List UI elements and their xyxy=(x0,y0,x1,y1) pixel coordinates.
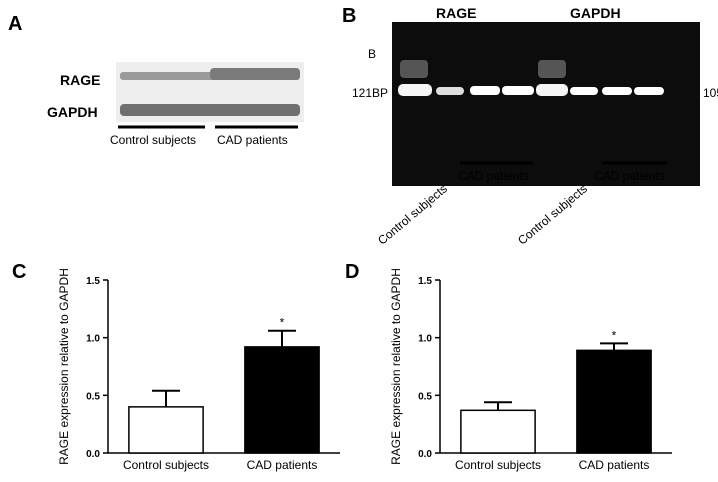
bar xyxy=(128,406,204,454)
panel-label: D xyxy=(345,261,359,283)
bar xyxy=(576,349,652,454)
y-tick-label: 1.5 xyxy=(86,276,100,287)
annotation: * xyxy=(612,328,617,342)
y-tick-label: 0.0 xyxy=(86,449,100,460)
gene-label: GAPDH xyxy=(570,5,621,21)
annotation: * xyxy=(280,316,285,330)
group-label: Control subjects xyxy=(110,133,196,147)
lane-label: CAD patients xyxy=(458,169,529,183)
row-label: RAGE xyxy=(60,72,100,88)
size-label: 121BP xyxy=(352,86,388,100)
group-label: CAD patients xyxy=(217,133,288,147)
panel-label: C xyxy=(12,261,26,283)
size-label: 105BP xyxy=(703,86,718,100)
y-tick-label: 1.5 xyxy=(418,276,432,287)
y-tick-label: 1.0 xyxy=(418,334,432,345)
y-tick-label: 1.0 xyxy=(86,334,100,345)
bar xyxy=(244,346,320,454)
y-tick-label: 0.0 xyxy=(418,449,432,460)
y-axis-label: RAGE expression relative to GAPDH xyxy=(57,268,71,465)
gel-mark: B xyxy=(368,47,376,61)
lane-label: Control subjects xyxy=(375,182,450,248)
lane-label: CAD patients xyxy=(594,169,665,183)
gene-label: RAGE xyxy=(436,5,476,21)
x-tick-label: CAD patients xyxy=(579,458,650,472)
y-axis-label: RAGE expression relative to GAPDH xyxy=(389,268,403,465)
x-tick-label: Control subjects xyxy=(455,458,541,472)
x-tick-label: CAD patients xyxy=(247,458,318,472)
y-tick-label: 0.5 xyxy=(418,391,432,402)
panel-label: A xyxy=(8,13,22,35)
western-blot xyxy=(116,62,304,122)
gel xyxy=(392,22,700,186)
row-label: GAPDH xyxy=(47,104,98,120)
bar xyxy=(460,409,536,454)
lane-label: Control subjects xyxy=(515,182,590,248)
x-tick-label: Control subjects xyxy=(123,458,209,472)
panel-label: B xyxy=(342,5,356,27)
y-tick-label: 0.5 xyxy=(86,391,100,402)
